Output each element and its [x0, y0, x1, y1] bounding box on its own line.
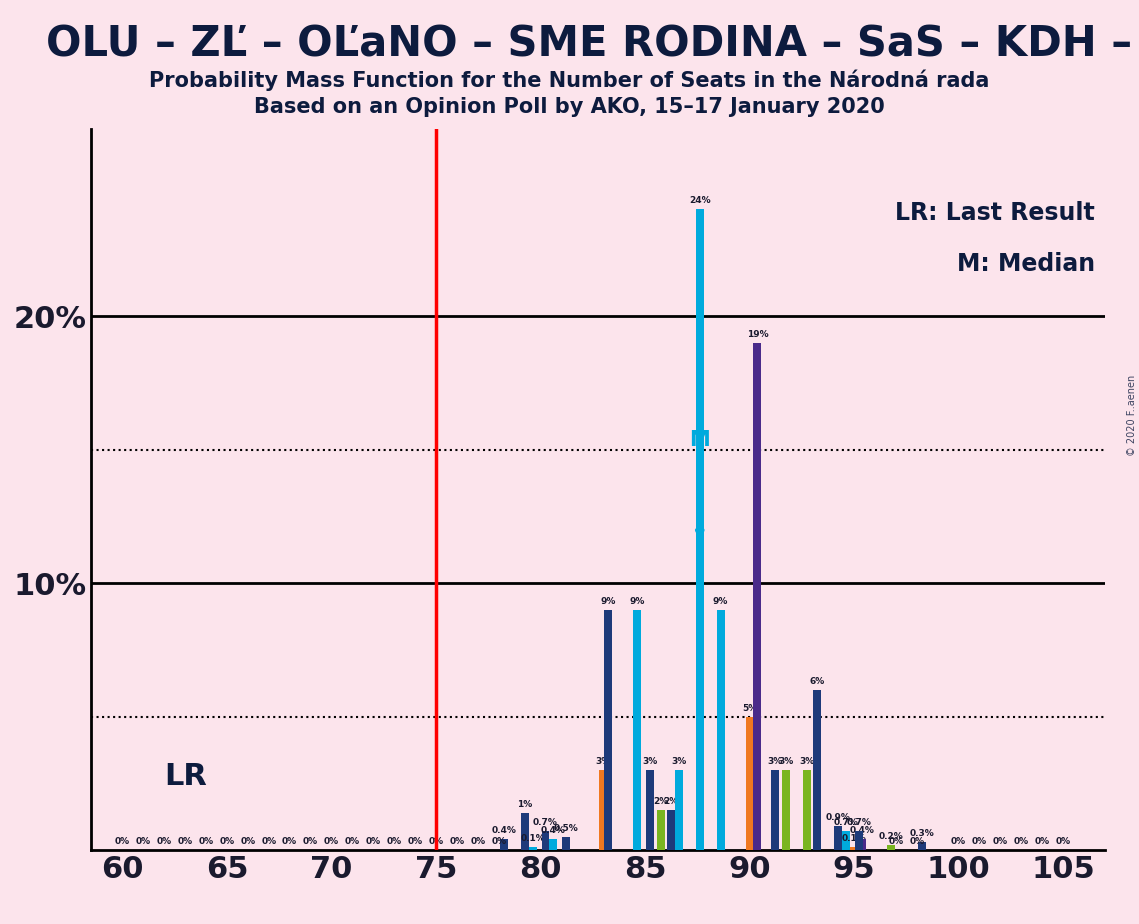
Bar [834, 826, 842, 850]
Bar [813, 690, 821, 850]
Text: 0.2%: 0.2% [878, 832, 903, 841]
Text: 0%: 0% [282, 837, 297, 846]
Text: 0%: 0% [993, 837, 1008, 846]
Bar [599, 770, 607, 850]
Text: 1%: 1% [517, 799, 532, 808]
Text: 3%: 3% [596, 757, 611, 766]
Bar [646, 770, 654, 850]
Bar [563, 837, 571, 850]
Text: 0%: 0% [470, 837, 485, 846]
Text: 0.7%: 0.7% [834, 819, 859, 827]
Text: 2%: 2% [654, 797, 669, 806]
Text: 0%: 0% [366, 837, 380, 846]
Text: 0%: 0% [1014, 837, 1029, 846]
Text: 0%: 0% [972, 837, 988, 846]
Text: Based on an Opinion Poll by AKO, 15–17 January 2020: Based on an Opinion Poll by AKO, 15–17 J… [254, 97, 885, 117]
Text: LR: LR [164, 762, 207, 791]
Bar [549, 839, 557, 850]
Text: 0%: 0% [386, 837, 402, 846]
Text: M: M [689, 430, 710, 450]
Text: 0%: 0% [951, 837, 966, 846]
Bar [803, 770, 811, 850]
Text: 3%: 3% [800, 757, 814, 766]
Text: 0%: 0% [449, 837, 465, 846]
Bar [771, 770, 779, 850]
Bar [500, 839, 508, 850]
Text: 0.9%: 0.9% [826, 813, 851, 822]
Text: M: Median: M: Median [957, 252, 1095, 276]
Text: 0.1%: 0.1% [521, 834, 544, 844]
Text: 0.5%: 0.5% [554, 823, 579, 833]
Text: 0%: 0% [198, 837, 214, 846]
Text: 2%: 2% [663, 797, 679, 806]
Text: 0%: 0% [408, 837, 423, 846]
Text: 0.3%: 0.3% [909, 829, 934, 838]
Bar [675, 770, 683, 850]
Text: 0%: 0% [240, 837, 255, 846]
Text: 0%: 0% [261, 837, 277, 846]
Bar [521, 813, 528, 850]
Text: 0%: 0% [888, 837, 903, 846]
Text: LR: Last Result: LR: Last Result [895, 201, 1095, 225]
Text: 0%: 0% [220, 837, 235, 846]
Text: 0%: 0% [909, 837, 924, 846]
Text: 0%: 0% [136, 837, 151, 846]
Text: OLU – ZĽ – OĽaNO – SME RODINA – SaS – KDH – MOS: OLU – ZĽ – OĽaNO – SME RODINA – SaS – KD… [46, 23, 1139, 65]
Bar [746, 717, 754, 850]
Bar [716, 610, 724, 850]
Text: 0%: 0% [115, 837, 130, 846]
Text: 3%: 3% [779, 757, 794, 766]
Text: 0%: 0% [1056, 837, 1071, 846]
Text: 0%: 0% [428, 837, 443, 846]
Bar [850, 847, 858, 850]
Text: 24%: 24% [689, 197, 711, 205]
Text: 0%: 0% [178, 837, 192, 846]
Bar [842, 832, 850, 850]
Text: 0%: 0% [323, 837, 339, 846]
Text: 19%: 19% [747, 330, 769, 339]
Bar [541, 832, 549, 850]
Bar [754, 343, 762, 850]
Text: 5%: 5% [741, 703, 757, 712]
Text: 0.4%: 0.4% [850, 826, 875, 835]
Text: Probability Mass Function for the Number of Seats in the Národná rada: Probability Mass Function for the Number… [149, 69, 990, 91]
Text: 6%: 6% [810, 677, 825, 686]
Text: © 2020 F..aenen: © 2020 F..aenen [1126, 375, 1137, 456]
Bar [918, 842, 926, 850]
Bar [633, 610, 641, 850]
Bar [605, 610, 612, 850]
Bar [782, 770, 790, 850]
Text: 3%: 3% [768, 757, 782, 766]
Text: 9%: 9% [630, 597, 645, 606]
Text: 0%: 0% [1034, 837, 1050, 846]
Text: 9%: 9% [713, 597, 728, 606]
Text: 3%: 3% [642, 757, 657, 766]
Text: 0.1%: 0.1% [842, 834, 867, 844]
Text: 3%: 3% [671, 757, 687, 766]
Bar [696, 210, 704, 850]
Text: 0.4%: 0.4% [491, 826, 516, 835]
Bar [657, 810, 665, 850]
Bar [858, 839, 866, 850]
Text: 0%: 0% [157, 837, 172, 846]
Bar [667, 810, 675, 850]
Bar [887, 845, 895, 850]
Text: 0%: 0% [345, 837, 360, 846]
Text: 0.7%: 0.7% [846, 819, 871, 827]
Text: 9%: 9% [600, 597, 616, 606]
Bar [855, 832, 863, 850]
Text: 0%: 0% [303, 837, 318, 846]
Text: 0%: 0% [491, 837, 506, 846]
Bar [528, 847, 536, 850]
Text: 0.7%: 0.7% [533, 819, 558, 827]
Text: 0.4%: 0.4% [541, 826, 566, 835]
